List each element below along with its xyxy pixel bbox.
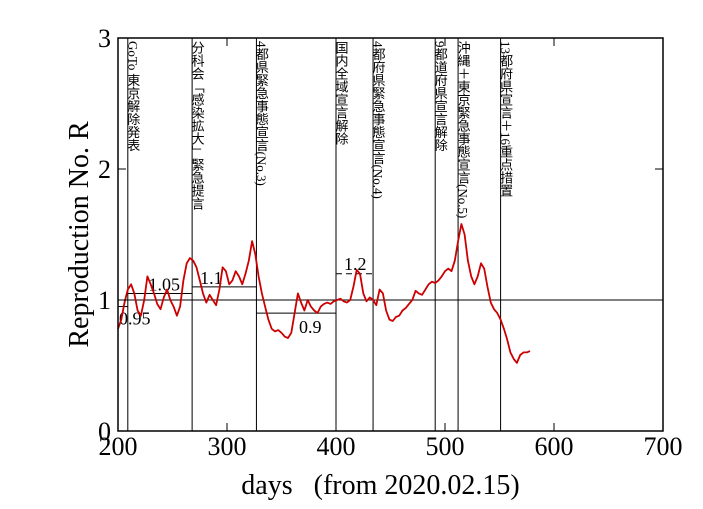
plot-frame xyxy=(117,37,664,432)
event-label: GoTo 東京解除発表 xyxy=(125,41,140,152)
y-tick-label: 2 xyxy=(98,155,111,184)
tick-layer: 200 300 400 500 600 700 0 1 2 3 xyxy=(98,24,683,461)
y-tick-label: 1 xyxy=(98,286,111,315)
x-tick-label: 600 xyxy=(535,432,574,461)
x-tick-label: 500 xyxy=(426,432,465,461)
x-tick-label: 700 xyxy=(644,432,683,461)
y-tick-label: 0 xyxy=(98,417,111,446)
level-label: 0.9 xyxy=(299,317,322,337)
event-label: 9都道府県宣言解除 xyxy=(433,41,448,152)
level-label: 1.2 xyxy=(344,254,367,274)
level-label: 1.05 xyxy=(149,274,181,294)
event-label: 4都府県緊急事態宣言(No.4) xyxy=(371,41,386,199)
y-axis-label: Reproduction No. R xyxy=(64,121,95,348)
event-label: 4都県緊急事態宣言(No.3) xyxy=(254,41,269,186)
annotation-layer: GoTo 東京解除発表 分科会「感染拡大」緊急提言 4都県緊急事態宣言(No.3) 国… xyxy=(118,38,663,431)
event-label: 分科会「感染拡大」緊急提言 xyxy=(190,41,205,210)
level-label: 1.1 xyxy=(200,268,223,288)
event-label: 13都府県宣言＋16重点措置 xyxy=(498,41,513,197)
event-label: 国内全域宣言解除 xyxy=(334,41,349,145)
x-tick-label: 200 xyxy=(99,432,138,461)
x-tick-label: 300 xyxy=(208,432,247,461)
level-label: 0.95 xyxy=(119,309,151,329)
x-axis-label: days (from 2020.02.15) xyxy=(241,470,519,501)
series-layer xyxy=(117,223,531,364)
x-tick-label: 400 xyxy=(317,432,356,461)
series-line xyxy=(117,223,531,364)
event-label: 沖縄＋東京緊急事態宣言(No.5) xyxy=(456,41,471,218)
y-tick-label: 3 xyxy=(98,24,111,53)
